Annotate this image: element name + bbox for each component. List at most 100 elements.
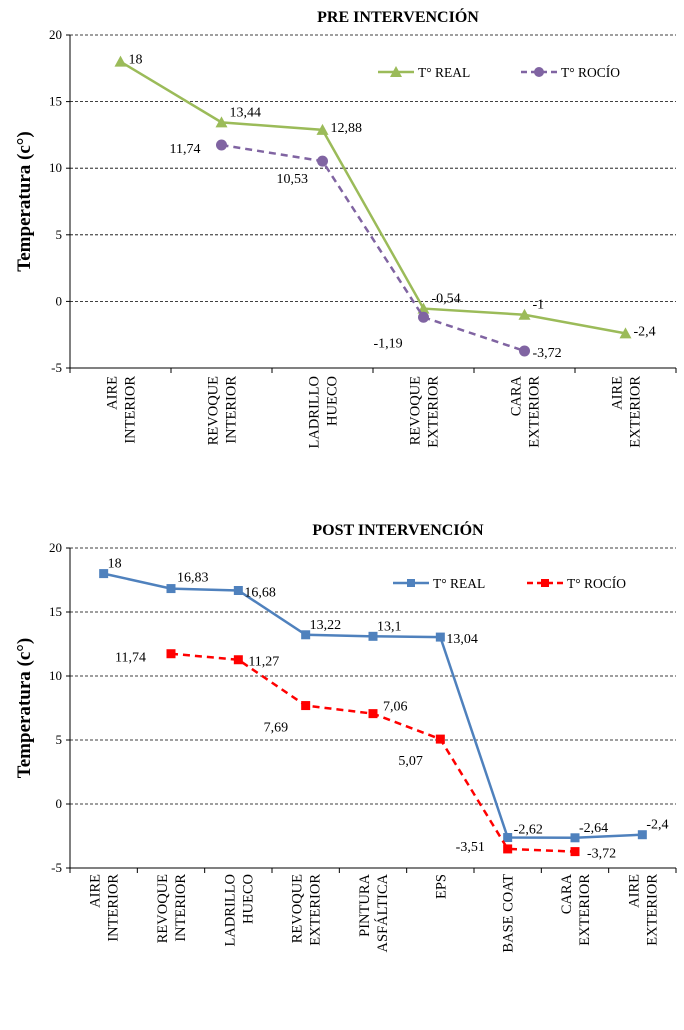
data-label: -1 xyxy=(533,298,545,313)
data-point-marker xyxy=(215,116,228,128)
series-real: 18 16,83 16,68 13,22 13,1 13,04 -2,62 -2,64 -2,4 xyxy=(99,557,669,843)
data-point-marker xyxy=(435,632,445,642)
data-point-marker xyxy=(114,55,127,67)
data-point-marker xyxy=(503,833,513,843)
chart-title: PRE INTERVENCIÓN xyxy=(317,7,479,26)
x-category-label: EXTERIOR xyxy=(577,874,593,946)
x-category-label: AIRE xyxy=(610,376,626,410)
x-category-label: BASE COAT xyxy=(501,874,517,953)
x-category-label: EXTERIOR xyxy=(628,376,644,448)
y-tick-label: 15 xyxy=(49,94,62,109)
x-category-label: INTERIOR xyxy=(173,874,189,942)
data-point-marker xyxy=(619,327,632,339)
x-category-label: INTERIOR xyxy=(224,376,240,444)
legend-label: T° ROCÍO xyxy=(561,65,620,80)
data-label: 16,68 xyxy=(244,585,275,600)
data-point-marker xyxy=(166,649,176,659)
data-point-marker xyxy=(316,123,329,135)
y-tick-label: 10 xyxy=(49,160,62,175)
x-category-label: REVOQUE xyxy=(408,376,424,445)
data-point-marker xyxy=(570,847,580,857)
data-point-marker xyxy=(233,585,243,595)
data-label: -3,51 xyxy=(456,840,485,855)
data-label: 18 xyxy=(108,557,122,572)
chart-title: POST INTERVENCIÓN xyxy=(312,520,484,539)
data-label: 18 xyxy=(129,53,143,68)
legend-marker xyxy=(390,66,402,77)
data-point-marker xyxy=(503,844,513,854)
data-point-marker xyxy=(519,345,530,357)
legend-label: T° REAL xyxy=(433,576,485,591)
data-label: -3,72 xyxy=(533,346,562,361)
x-category-label: REVOQUE xyxy=(155,874,171,943)
x-category-label: AIRE xyxy=(105,376,121,410)
legend-label: T° ROCÍO xyxy=(567,576,626,591)
legend: T° REAL T° ROCÍO xyxy=(378,65,620,80)
data-point-marker xyxy=(570,833,580,843)
data-point-marker xyxy=(99,569,109,579)
data-point-marker xyxy=(301,701,311,711)
data-point-marker xyxy=(216,139,227,151)
y-tick-label: 0 xyxy=(56,293,63,308)
x-category-label: AIRE xyxy=(626,874,642,908)
data-label: -2,62 xyxy=(514,823,543,838)
x-category-label: EPS xyxy=(433,874,449,899)
data-label: 10,53 xyxy=(277,172,309,187)
legend-marker xyxy=(541,579,549,587)
x-category-label: LADRILLO xyxy=(222,874,238,947)
y-tick-label: 20 xyxy=(49,27,62,42)
data-label: 16,83 xyxy=(177,571,209,586)
data-label: 13,44 xyxy=(230,105,262,120)
series-real: 18 13,44 12,88 -0,54 -1 -2,4 xyxy=(114,53,656,339)
series-line xyxy=(103,572,643,840)
x-category-label: HUECO xyxy=(240,874,256,924)
data-label: 13,1 xyxy=(377,619,402,634)
series-rocio: 11,74 11,27 7,69 7,06 5,07 -3,51 -3,72 xyxy=(115,649,616,862)
data-label: -2,4 xyxy=(646,818,668,833)
y-axis-label: Temperatura (c°) xyxy=(14,638,35,778)
data-point-marker xyxy=(368,709,378,719)
data-label: -2,4 xyxy=(634,324,656,339)
data-point-marker xyxy=(435,734,445,744)
data-label: -2,64 xyxy=(579,821,608,836)
x-category-label: EXTERIOR xyxy=(644,874,660,946)
x-category-label: EXTERIOR xyxy=(426,376,442,448)
series-line xyxy=(119,60,626,335)
data-label: 13,04 xyxy=(446,632,478,647)
x-category-label: CARA xyxy=(509,375,525,416)
y-tick-label: 5 xyxy=(56,732,63,747)
x-category-label: REVOQUE xyxy=(290,874,306,943)
x-category-label: LADRILLO xyxy=(307,376,323,449)
data-point-marker xyxy=(368,631,378,641)
legend-marker xyxy=(534,67,544,77)
x-category-label: REVOQUE xyxy=(206,376,222,445)
x-category-label: INTERIOR xyxy=(106,874,122,942)
x-category-label: ASFÁLTICA xyxy=(374,873,391,952)
data-label: 5,07 xyxy=(398,754,423,769)
data-label: -1,19 xyxy=(374,336,403,351)
data-point-marker xyxy=(301,630,311,640)
y-tick-label: -5 xyxy=(51,860,62,875)
x-category-label: CARA xyxy=(559,873,575,914)
data-label: 7,06 xyxy=(383,700,408,715)
x-category-label: AIRE xyxy=(88,874,104,908)
data-label: 7,69 xyxy=(264,721,289,736)
x-category-label: HUECO xyxy=(325,376,341,426)
data-point-marker xyxy=(317,155,328,167)
chart-2: POST INTERVENCIÓN Temperatura (c°) 20 15 10 5… xyxy=(14,520,677,953)
data-point-marker xyxy=(637,830,647,840)
data-label: 11,74 xyxy=(170,142,201,157)
data-point-marker xyxy=(233,655,243,665)
legend: T° REAL T° ROCÍO xyxy=(393,576,626,591)
chart-1: PRE INTERVENCIÓN Temperatura (c°) 20 15 10 5 0… xyxy=(14,7,677,449)
data-label: -3,72 xyxy=(587,847,616,862)
data-label: 11,74 xyxy=(115,651,146,666)
legend-label: T° REAL xyxy=(418,65,470,80)
y-axis-label: Temperatura (c°) xyxy=(14,131,35,271)
data-label: 12,88 xyxy=(331,121,363,136)
data-point-marker xyxy=(518,308,531,320)
y-tick-label: 5 xyxy=(56,227,63,242)
data-point-marker xyxy=(166,584,176,594)
x-category-label: PINTURA xyxy=(357,873,373,936)
